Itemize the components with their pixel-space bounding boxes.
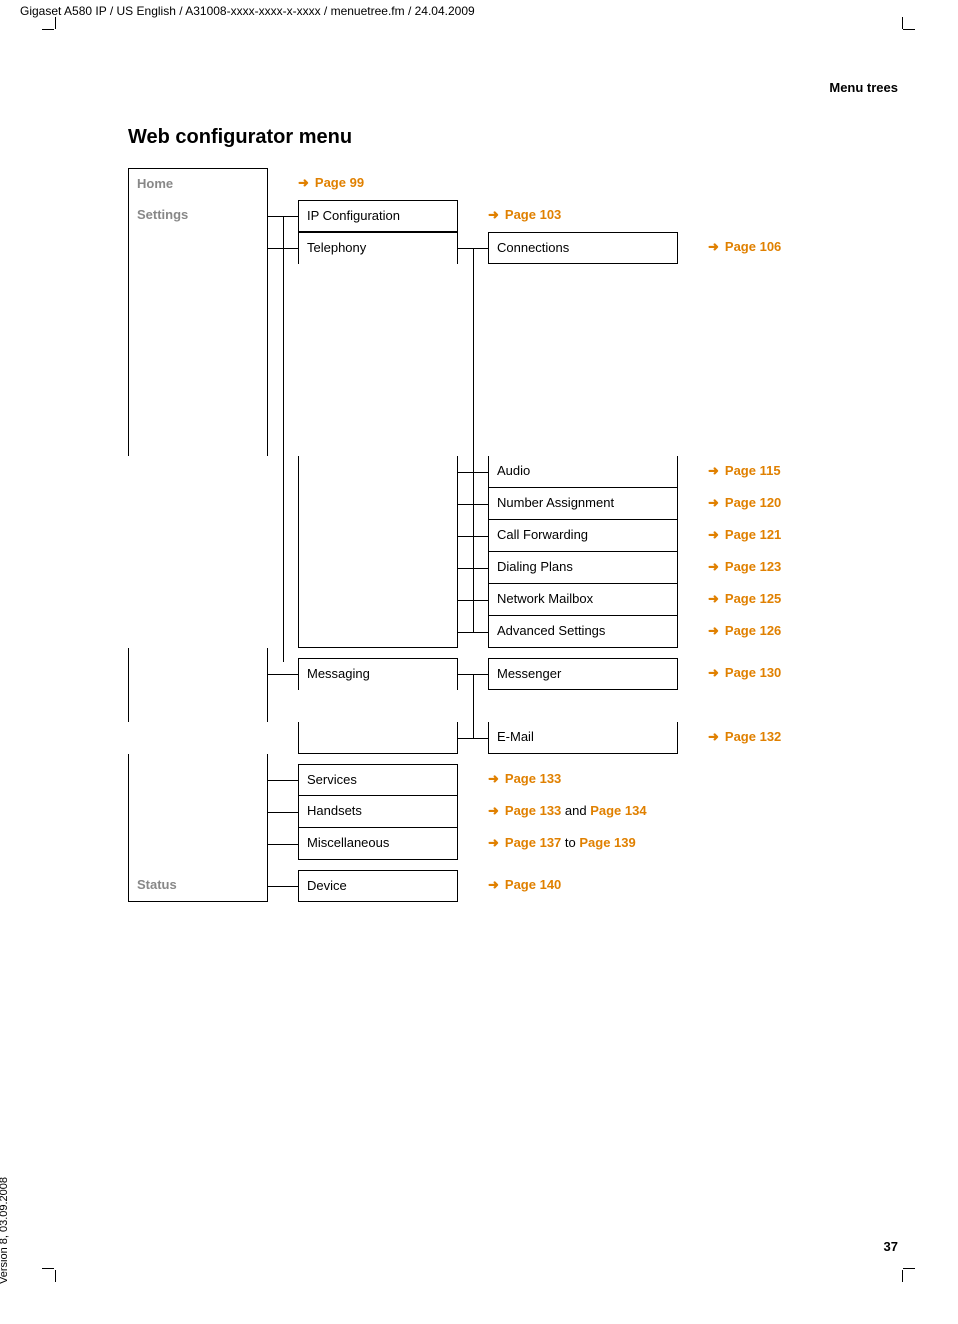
crop-mark xyxy=(55,1270,56,1282)
menu-ipconfig: IP Configuration xyxy=(298,200,458,232)
page-number: 37 xyxy=(884,1239,898,1254)
ref-dialplans: ➜Page 123 xyxy=(708,552,828,584)
ref-handsets: ➜Page 133 and Page 134 xyxy=(488,796,828,828)
ref-connections: ➜Page 106 xyxy=(708,232,828,264)
section-header: Menu trees xyxy=(829,80,898,95)
ref-audio: ➜Page 115 xyxy=(708,456,828,488)
spacer xyxy=(128,860,268,870)
crop-mark xyxy=(902,1270,903,1282)
menu-numassign: Number Assignment xyxy=(488,488,678,520)
telephony-spacer xyxy=(298,456,458,488)
settings-spacer xyxy=(128,828,268,860)
crop-mark xyxy=(42,29,54,30)
spacer xyxy=(128,754,268,764)
ref-callfwd: ➜Page 121 xyxy=(708,520,828,552)
ref-messenger: ➜Page 130 xyxy=(708,658,828,690)
menu-device: Device xyxy=(298,870,458,902)
ref-ipconfig: ➜Page 103 xyxy=(488,200,678,232)
ref-services: ➜Page 133 xyxy=(488,764,678,796)
menu-messaging: Messaging xyxy=(298,658,458,690)
crop-mark xyxy=(55,17,56,29)
menu-tree: Home ➜Page 99 Settings IP Configuration … xyxy=(128,168,828,902)
crop-mark xyxy=(903,29,915,30)
telephony-spacer xyxy=(298,616,458,648)
settings-spacer xyxy=(128,764,268,796)
menu-handsets: Handsets xyxy=(298,796,458,828)
menu-messenger: Messenger xyxy=(488,658,678,690)
menu-email: E-Mail xyxy=(488,722,678,754)
crop-mark xyxy=(903,1268,915,1269)
version-text: Version 8, 03.09.2008 xyxy=(0,1177,10,1284)
ref-advsettings: ➜Page 126 xyxy=(708,616,828,648)
page-title: Web configurator menu xyxy=(128,126,352,149)
ref-email: ➜Page 132 xyxy=(708,722,828,754)
menu-telephony: Telephony xyxy=(298,232,458,264)
telephony-spacer xyxy=(298,488,458,520)
ref-device: ➜Page 140 xyxy=(488,870,678,902)
menu-status: Status xyxy=(128,870,268,902)
menu-home: Home xyxy=(128,168,268,200)
telephony-spacer xyxy=(298,520,458,552)
menu-advsettings: Advanced Settings xyxy=(488,616,678,648)
ref-misc: ➜Page 137 to Page 139 xyxy=(488,828,828,860)
settings-spacer xyxy=(128,658,268,722)
menu-audio: Audio xyxy=(488,456,678,488)
menu-misc: Miscellaneous xyxy=(298,828,458,860)
telephony-spacer xyxy=(298,552,458,584)
settings-spacer xyxy=(128,232,268,456)
messaging-spacer xyxy=(298,722,458,754)
spacer xyxy=(128,648,268,658)
doc-header: Gigaset A580 IP / US English / A31008-xx… xyxy=(20,4,475,18)
settings-spacer xyxy=(128,796,268,828)
menu-callfwd: Call Forwarding xyxy=(488,520,678,552)
ref-numassign: ➜Page 120 xyxy=(708,488,828,520)
menu-dialplans: Dialing Plans xyxy=(488,552,678,584)
menu-connections: Connections xyxy=(488,232,678,264)
crop-mark xyxy=(42,1268,54,1269)
telephony-spacer xyxy=(298,584,458,616)
crop-mark xyxy=(902,17,903,29)
menu-services: Services xyxy=(298,764,458,796)
ref-netmbox: ➜Page 125 xyxy=(708,584,828,616)
menu-netmbox: Network Mailbox xyxy=(488,584,678,616)
menu-settings: Settings xyxy=(128,200,268,232)
ref-home: ➜Page 99 xyxy=(298,168,458,200)
